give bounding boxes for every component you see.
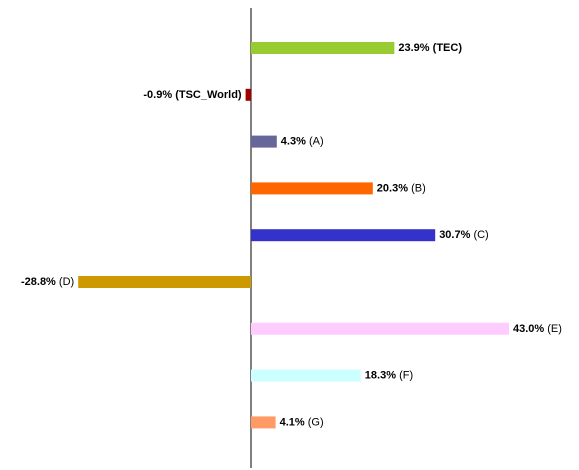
bar: [251, 182, 373, 195]
value-label: 43.0%: [513, 323, 544, 335]
category-label: (A): [309, 136, 324, 148]
value-label: 23.9%: [398, 42, 429, 54]
value-label: 20.3%: [377, 182, 408, 194]
category-label: (G): [308, 416, 324, 428]
data-label: 4.1% (G): [280, 416, 324, 428]
value-label: 4.3%: [281, 136, 306, 148]
data-label: 43.0% (E): [513, 323, 562, 335]
data-label: 23.9% (TEC): [398, 42, 462, 54]
category-label: (TSC_World): [175, 89, 242, 101]
value-label: -0.9%: [143, 89, 172, 101]
value-label: 30.7%: [439, 229, 470, 241]
bar: [251, 42, 395, 54]
category-label: (E): [547, 323, 562, 335]
bar: [251, 369, 361, 382]
data-label: 18.3% (F): [365, 370, 413, 382]
category-label: (F): [399, 370, 413, 382]
value-label: 18.3%: [365, 370, 396, 382]
category-label: (B): [411, 182, 426, 194]
data-label: 4.3% (A): [281, 136, 324, 148]
bar: [251, 416, 276, 429]
bar: [251, 322, 509, 335]
value-label: -28.8%: [21, 276, 56, 288]
category-label: (TEC): [433, 42, 463, 54]
category-label: (D): [59, 276, 74, 288]
value-label: 4.1%: [280, 416, 305, 428]
data-label: -28.8% (D): [21, 276, 74, 288]
data-label: 30.7% (C): [439, 229, 489, 241]
data-label: -0.9% (TSC_World): [143, 89, 242, 101]
category-label: (C): [473, 229, 488, 241]
bar: [251, 229, 436, 242]
bar: [245, 88, 251, 101]
bar: [78, 276, 251, 288]
data-label: 20.3% (B): [377, 182, 426, 194]
bar: [251, 135, 277, 148]
